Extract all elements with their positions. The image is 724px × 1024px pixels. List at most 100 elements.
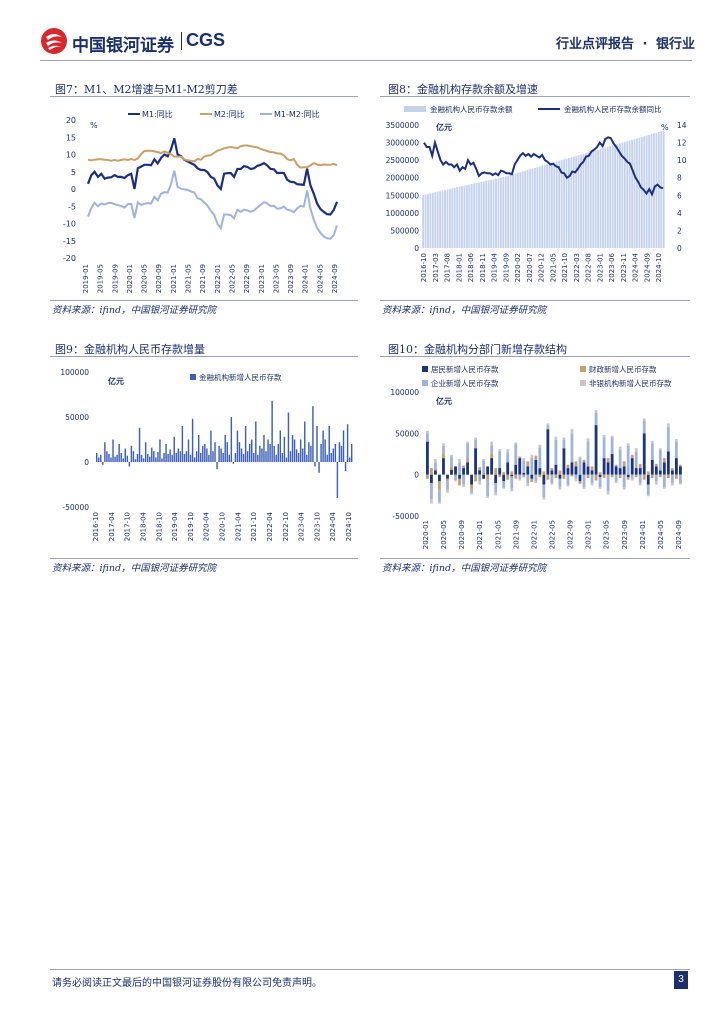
balance-bar: [497, 178, 500, 248]
sector-bar-segment: [546, 425, 550, 430]
y-right-tick-label: 0: [677, 244, 682, 253]
deposit-bar: [232, 462, 235, 464]
sector-bar-segment: [578, 456, 582, 459]
figure-10-title-rule: [380, 356, 690, 357]
balance-bar: [439, 191, 442, 248]
x-tick-label: 2018-10: [155, 512, 163, 541]
sector-bar-segment: [478, 481, 482, 485]
footer-disclaimer: 请务必阅读正文最后的中国银河证券股份有限公司免责声明。: [52, 978, 322, 989]
x-tick-label: 2020-05: [440, 520, 448, 549]
y-right-tick-label: 14: [677, 121, 687, 130]
deposit-bar: [289, 451, 292, 462]
x-tick-label: 2021-04: [234, 511, 242, 541]
deposit-bar: [171, 454, 173, 462]
balance-bar: [492, 179, 495, 248]
x-tick-label: 2017-08: [444, 253, 452, 282]
y-tick-label: -50000: [392, 512, 419, 521]
sector-bar-segment: [634, 448, 638, 452]
deposit-bar: [195, 451, 198, 462]
balance-bar: [524, 170, 527, 248]
sector-bar-segment: [650, 459, 654, 475]
sector-bar-segment: [442, 445, 445, 454]
deposit-bar: [136, 453, 139, 462]
figure-7-title-rule: [50, 96, 358, 97]
chart-m1-m2-growth: -20 -15 -10 -5 0 5 10 15 20% M1:同比 M2:同比 M1-M2:同比 20…: [63, 109, 339, 293]
sector-bar-segment: [494, 474, 498, 483]
deposit-bar: [96, 453, 98, 462]
deposit-bar: [273, 445, 275, 462]
x-tick-label: 2017-04: [108, 511, 116, 541]
sector-bar-segment: [618, 449, 622, 469]
sector-bar-segment: [590, 470, 594, 475]
x-tick-label: 2021-01: [170, 264, 178, 293]
sector-bar-segment: [590, 482, 594, 486]
sector-bar-segment: [582, 459, 586, 463]
sector-bar-segment: [586, 466, 590, 475]
sector-bar-segment: [518, 478, 522, 481]
x-tick-label: 2024-01: [302, 264, 310, 293]
sector-bar-segment: [446, 474, 449, 479]
sector-bar-segment: [590, 474, 594, 483]
sector-bar-segment: [586, 441, 590, 467]
sector-bar-segment: [474, 448, 477, 475]
x-tick-label: 2018-01: [455, 253, 463, 282]
sector-bar-segment: [514, 444, 518, 465]
sector-bar-segment: [506, 474, 510, 480]
sector-bar-segment: [610, 474, 614, 478]
sector-bar-segment: [426, 441, 429, 475]
sector-bar-segment: [554, 464, 558, 475]
deposit-bar: [259, 445, 261, 462]
x-tick-label: 2018-06: [467, 252, 475, 282]
x-tick-label: 2020-01: [422, 520, 430, 549]
y-left-tick-label: 3500000: [386, 121, 420, 130]
sector-bar-segment: [618, 468, 622, 475]
x-tick-label: 2023-11: [620, 253, 628, 282]
balance-bar: [638, 137, 641, 248]
deposit-bar: [204, 444, 206, 462]
sector-bar-segment: [566, 468, 570, 475]
deposit-bar: [183, 453, 186, 462]
balance-bar: [487, 180, 490, 248]
balance-bar: [422, 195, 425, 248]
sector-bar-segment: [466, 458, 469, 463]
sector-bar-segment: [514, 474, 518, 479]
sector-bar-segment: [558, 474, 562, 479]
x-tick-label: 2019-09: [111, 264, 119, 293]
deposit-bar: [281, 453, 284, 462]
sector-bar-segment: [426, 430, 429, 434]
sector-bar-segment: [466, 462, 469, 475]
header-separator: ·: [642, 37, 648, 52]
deposit-bar: [279, 430, 281, 462]
balance-bar: [504, 176, 507, 248]
balance-bar: [650, 134, 653, 248]
sector-bar-segment: [582, 462, 586, 475]
balance-bar: [434, 192, 437, 248]
sector-bar-segment: [598, 487, 602, 489]
sector-bar-segment: [638, 463, 642, 468]
logo-cn-text: 中国银河证券: [72, 36, 174, 56]
sector-bar-segment: [506, 452, 510, 463]
sector-bar-segment: [514, 442, 518, 445]
balance-bar: [499, 177, 502, 248]
sector-bar-segment: [442, 458, 445, 475]
deposit-bar: [218, 445, 220, 462]
x-tick-label: 2018-11: [479, 253, 487, 282]
y-tick-label: 50000: [65, 413, 89, 422]
y-left-tick-label: 500000: [390, 226, 419, 235]
sector-bar-segment: [490, 441, 494, 446]
sector-bar-segment: [678, 474, 682, 483]
figure-8-title-rule: [380, 96, 690, 97]
sector-bar-segment: [598, 477, 602, 487]
x-tick-label: 2016-10: [420, 253, 428, 282]
balance-bar: [563, 159, 565, 248]
sector-bar-segment: [470, 484, 473, 489]
balance-bar: [516, 172, 519, 248]
x-tick-label: 2018-04: [139, 511, 147, 541]
sector-bar-segment: [594, 474, 598, 481]
balance-bar: [565, 158, 568, 248]
deposit-bar: [291, 435, 294, 462]
deposit-bar: [346, 424, 349, 462]
sector-bar-segment: [526, 482, 530, 487]
sector-bar-segment: [470, 492, 473, 495]
deposit-bar: [185, 451, 188, 462]
